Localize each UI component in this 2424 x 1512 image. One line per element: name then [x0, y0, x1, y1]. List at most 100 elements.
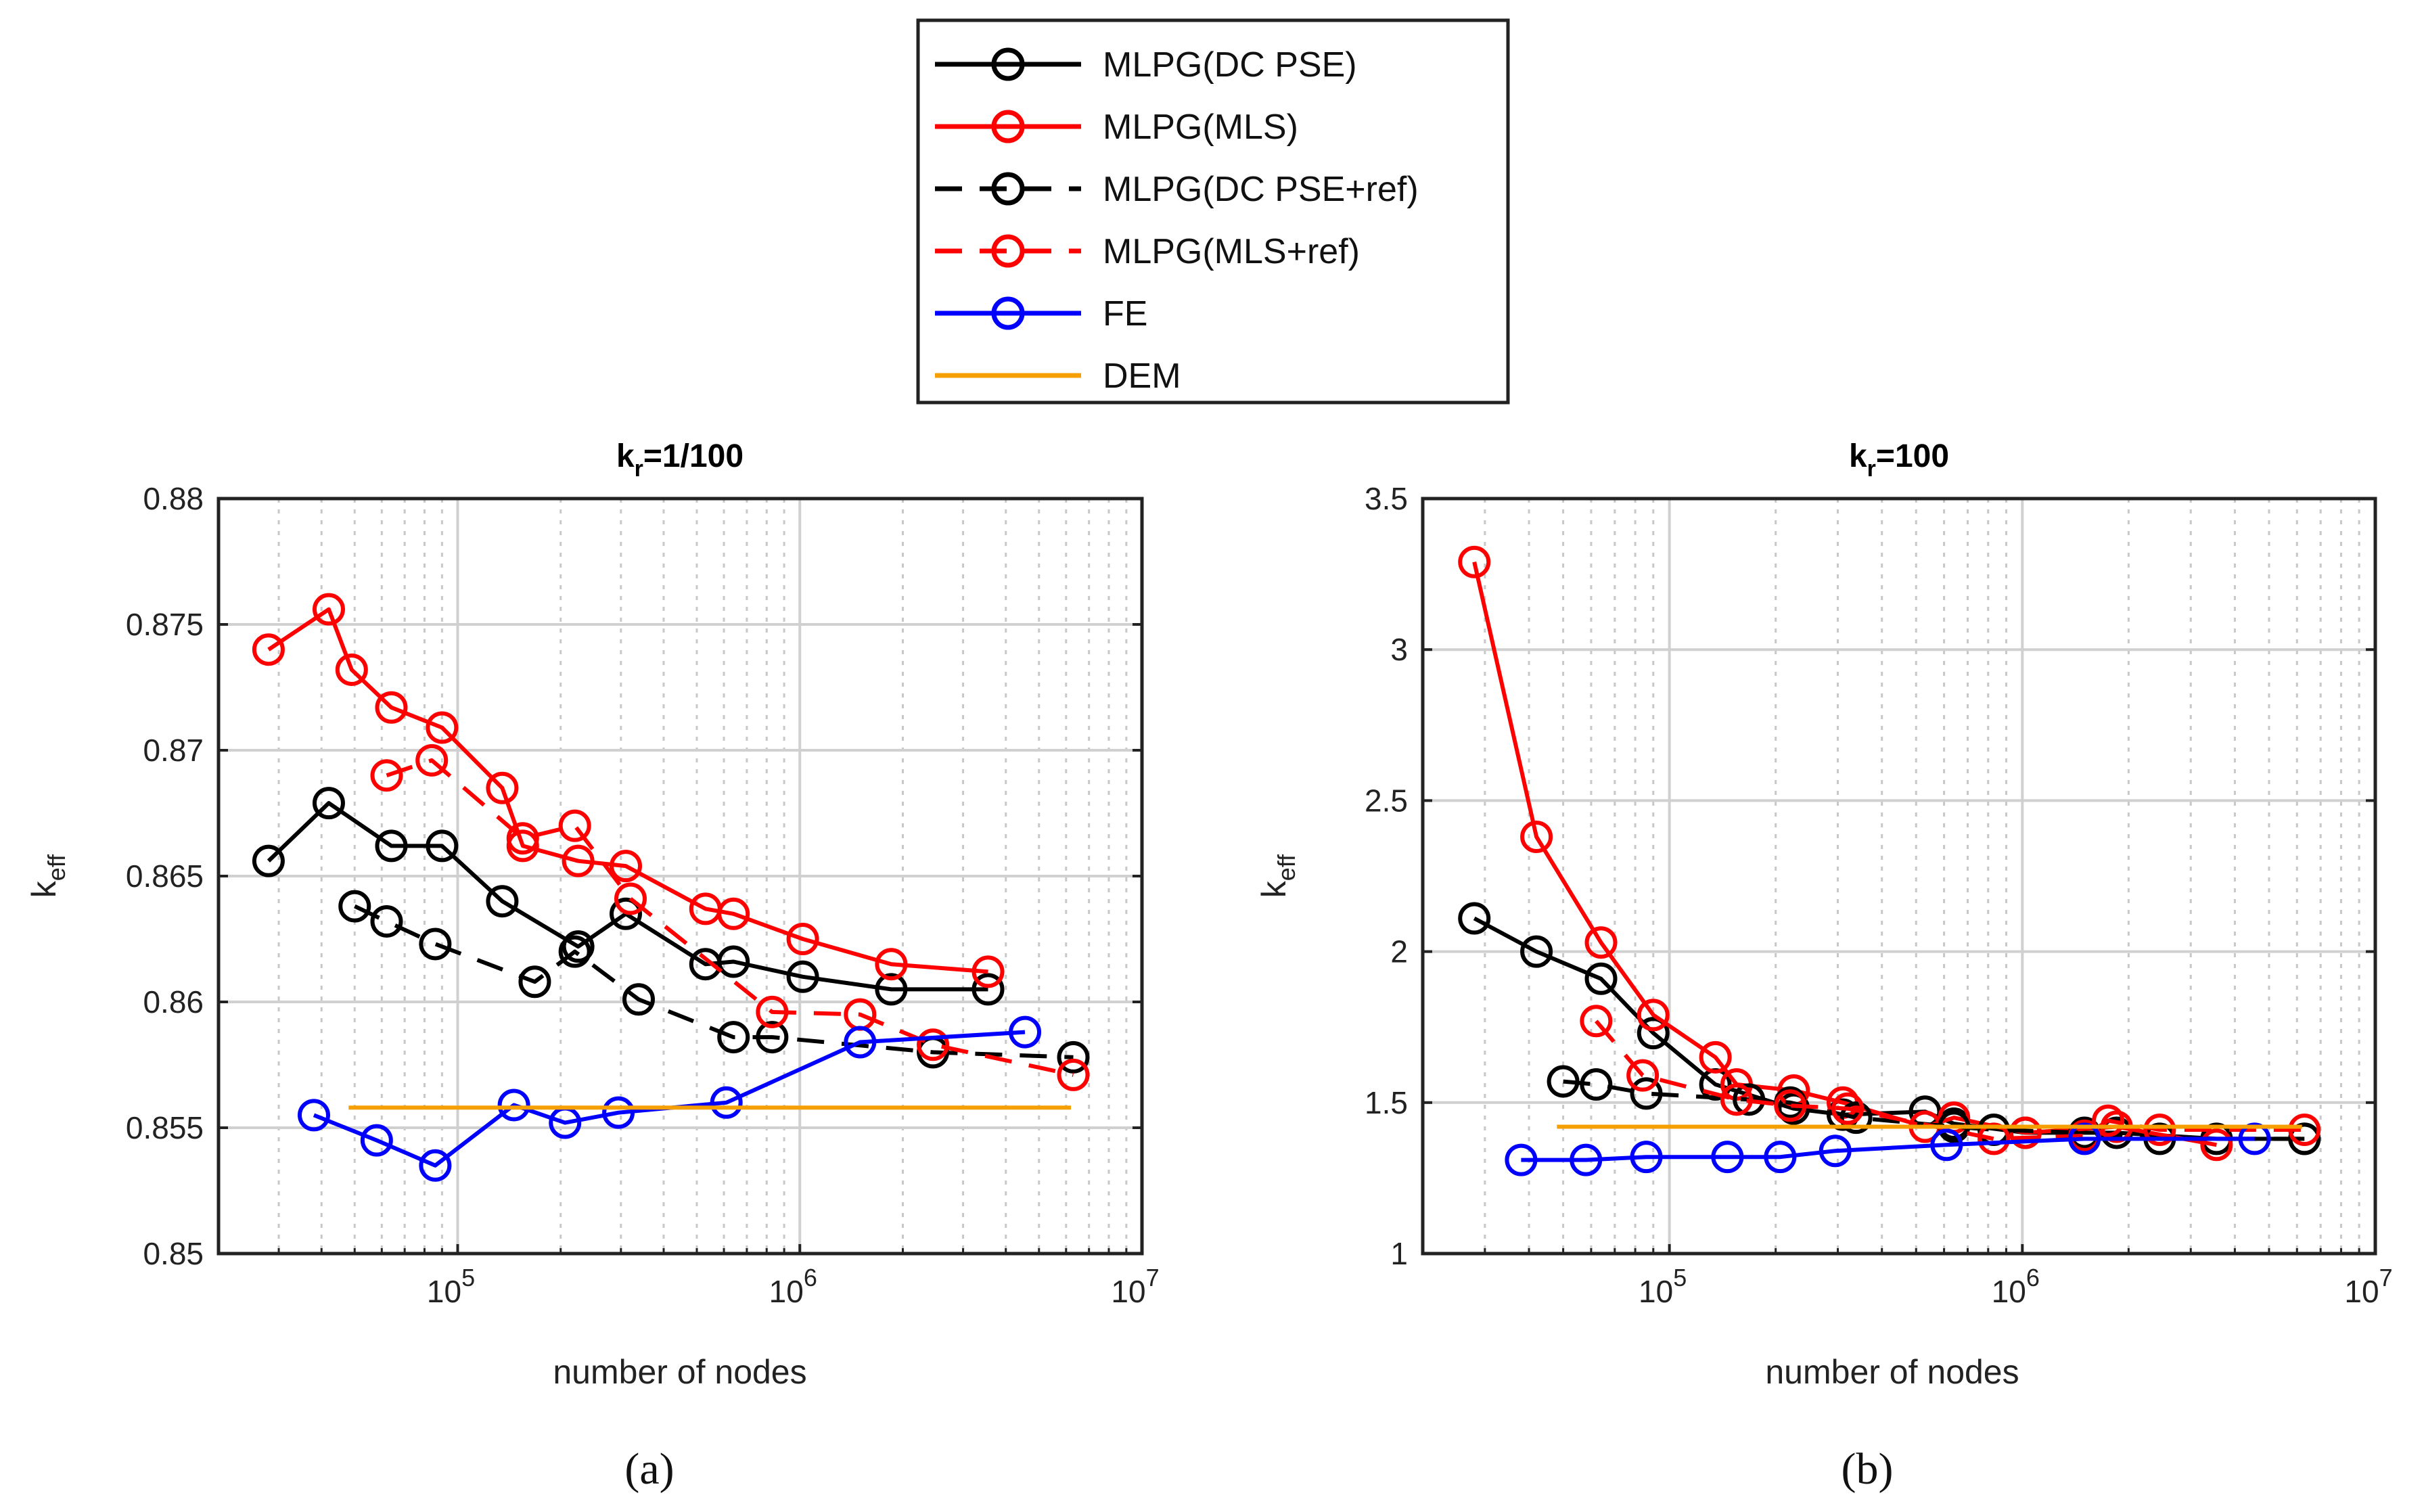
- legend-marker-fe: [991, 296, 1025, 330]
- point-mlpg-mls-ref: [558, 809, 591, 842]
- panel-b-frame: [1421, 497, 2377, 1256]
- series-mlpg-mls-ref: [1580, 1005, 2321, 1155]
- point-mlpg-mls-ref: [2288, 1113, 2321, 1146]
- point-fe: [1505, 1143, 1538, 1176]
- point-mlpg-dc-pse-ref: [370, 904, 403, 938]
- panel-a: 0.85 0.855 0.86 0.865 0.87 0.875 0.88 105 106 107…: [25, 438, 1160, 1494]
- point-mlpg-mls: [610, 850, 643, 883]
- point-mlpg-mls: [2009, 1116, 2042, 1149]
- point-mlpg-mls: [875, 948, 908, 981]
- point-mlpg-mls-ref: [1626, 1059, 1660, 1092]
- legend-label-mlpg-dc-pse-ref: MLPG(DC PSE+ref): [1103, 170, 1419, 209]
- y-tick-label: 3: [1390, 632, 1408, 667]
- point-mlpg-dc-pse: [875, 973, 908, 1006]
- point-fe: [1819, 1135, 1852, 1168]
- point-mlpg-mls-ref: [1720, 1083, 1753, 1116]
- point-mlpg-dc-pse: [610, 897, 643, 930]
- legend-marker-mlpg-mls-ref: [991, 234, 1025, 268]
- point-mlpg-dc-pse: [486, 885, 519, 918]
- panel-a-title: kr=1/100: [616, 438, 744, 482]
- point-mlpg-mls: [335, 653, 368, 686]
- legend-marker-mlpg-dc-pse-ref: [991, 172, 1025, 206]
- y-tick-label: 3.5: [1365, 481, 1408, 516]
- point-mlpg-mls: [562, 844, 595, 877]
- series-mlpg-mls: [1458, 545, 2233, 1162]
- x-tick-label: 107: [2344, 1264, 2392, 1309]
- series-fe: [1505, 1122, 2271, 1176]
- point-mlpg-mls-ref: [1057, 1058, 1090, 1091]
- legend-label-mlpg-mls-ref: MLPG(MLS+ref): [1103, 232, 1360, 271]
- y-tick-label: 0.875: [126, 607, 204, 642]
- panel-a-xlabel: number of nodes: [553, 1353, 806, 1391]
- point-mlpg-mls-ref: [1831, 1092, 1865, 1125]
- series-line-fe: [1521, 1137, 2255, 1162]
- y-tick-label: 1.5: [1365, 1085, 1408, 1120]
- point-mlpg-mls-ref: [1580, 1005, 1613, 1038]
- legend-marker-mlpg-dc-pse: [991, 47, 1025, 81]
- point-fe: [1711, 1141, 1744, 1174]
- point-fe: [497, 1089, 530, 1122]
- series-line-fe: [313, 1030, 1026, 1168]
- point-mlpg-dc-pse-ref: [756, 1021, 789, 1054]
- point-mlpg-dc-pse-ref: [558, 935, 591, 968]
- point-mlpg-mls-ref: [1774, 1089, 1807, 1122]
- point-mlpg-mls: [786, 923, 819, 955]
- legend-entry-mlpg-mls: MLPG(MLS): [935, 108, 1298, 147]
- point-mlpg-dc-pse-ref: [1057, 1040, 1090, 1074]
- y-tick-label: 2.5: [1365, 783, 1408, 818]
- x-tick-label: 105: [427, 1264, 475, 1309]
- point-mlpg-dc-pse: [562, 930, 595, 963]
- panel-a-frame: [216, 497, 1144, 1256]
- point-mlpg-dc-pse-ref: [1580, 1068, 1613, 1101]
- point-mlpg-mls-ref: [1977, 1122, 2011, 1155]
- point-mlpg-dc-pse: [375, 829, 408, 863]
- point-mlpg-dc-pse-ref: [1839, 1101, 1873, 1135]
- x-tick-label: 107: [1111, 1264, 1159, 1309]
- series-mlpg-mls: [252, 593, 1005, 988]
- point-fe: [1630, 1141, 1663, 1174]
- legend: MLPG(DC PSE) MLPG(MLS) MLPG(DC PSE+ref) MLP…: [916, 18, 1510, 405]
- point-fe: [602, 1096, 635, 1129]
- legend-label-mlpg-mls: MLPG(MLS): [1103, 108, 1298, 147]
- point-mlpg-dc-pse: [426, 829, 459, 863]
- legend-label-dem: DEM: [1103, 357, 1181, 396]
- panel-b: 1 1.5 2 2.5 3 3.5 105 106 107 kr=100 number of n…: [1255, 438, 2393, 1494]
- legend-label-fe: FE: [1103, 294, 1147, 334]
- point-mlpg-mls: [2200, 1128, 2233, 1162]
- legend-label-mlpg-dc-pse: MLPG(DC PSE): [1103, 45, 1357, 85]
- point-fe: [710, 1086, 743, 1119]
- point-fe: [297, 1099, 330, 1132]
- legend-entry-dem: DEM: [935, 357, 1181, 396]
- panel-b-title: kr=100: [1849, 438, 1949, 482]
- legend-box: [916, 18, 1510, 405]
- legend-entry-mlpg-dc-pse: MLPG(DC PSE): [935, 45, 1357, 85]
- point-mlpg-dc-pse-ref: [717, 1021, 750, 1054]
- point-mlpg-mls: [1520, 820, 1553, 853]
- point-mlpg-mls: [375, 691, 408, 724]
- panel-b-xlabel: number of nodes: [1765, 1353, 2019, 1391]
- legend-marker-mlpg-mls: [991, 110, 1025, 143]
- y-tick-label: 0.85: [143, 1236, 204, 1271]
- point-fe: [419, 1149, 452, 1182]
- point-fe: [1764, 1141, 1797, 1174]
- point-mlpg-mls: [717, 897, 750, 930]
- point-mlpg-mls: [426, 711, 459, 744]
- point-mlpg-dc-pse-ref: [622, 983, 656, 1016]
- point-mlpg-dc-pse: [971, 973, 1005, 1006]
- y-tick-label: 1: [1390, 1236, 1408, 1271]
- point-mlpg-dc-pse-ref: [1547, 1065, 1580, 1098]
- point-mlpg-mls-ref: [2092, 1104, 2125, 1137]
- point-mlpg-mls-ref: [917, 1028, 950, 1061]
- panel-a-ylabel: keff: [25, 854, 70, 898]
- point-fe: [1570, 1143, 1603, 1176]
- point-mlpg-mls-ref: [506, 822, 539, 855]
- point-mlpg-dc-pse: [1520, 935, 1553, 968]
- x-tick-label: 106: [769, 1264, 817, 1309]
- point-mlpg-mls-ref: [370, 759, 403, 792]
- x-tick-label: 105: [1639, 1264, 1687, 1309]
- point-mlpg-mls: [312, 593, 345, 626]
- point-mlpg-dc-pse: [252, 844, 285, 877]
- legend-entry-mlpg-mls-ref: MLPG(MLS+ref): [935, 232, 1360, 271]
- point-fe: [1009, 1015, 1042, 1049]
- y-tick-label: 0.855: [126, 1110, 204, 1145]
